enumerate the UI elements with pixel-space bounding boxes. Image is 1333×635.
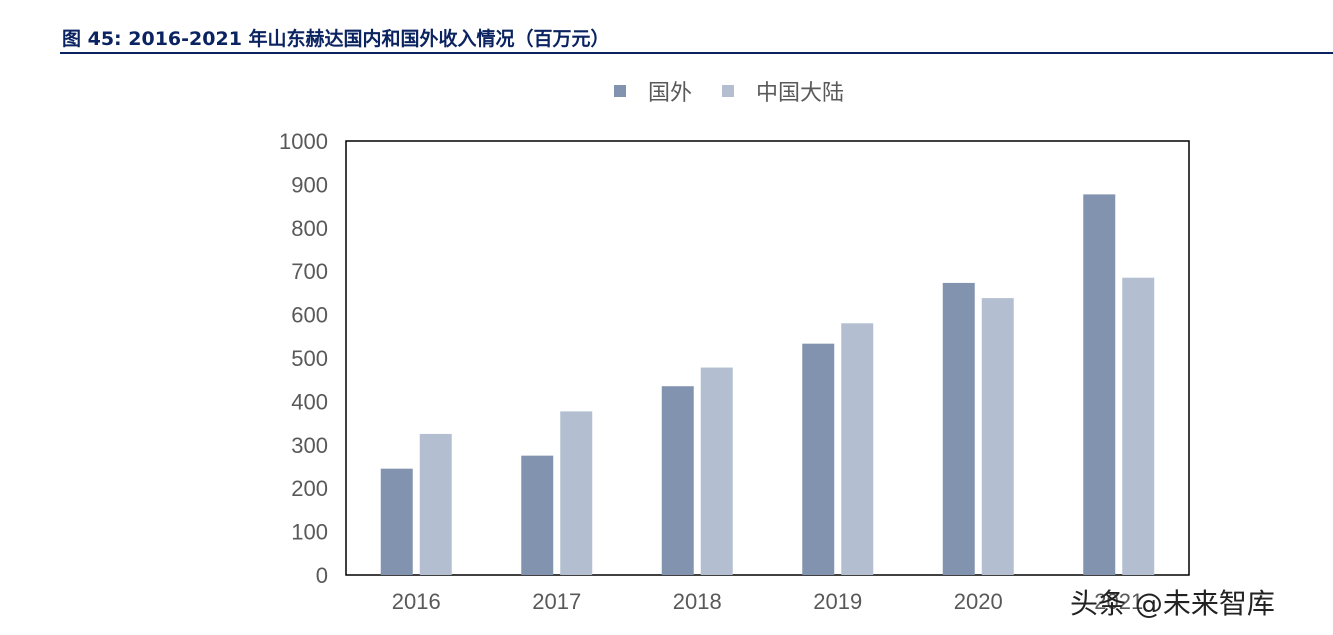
y-tick-label: 600 <box>291 303 328 328</box>
bar-2019-series-0 <box>802 343 835 575</box>
y-tick-label: 1000 <box>279 129 328 154</box>
bar-2020-series-0 <box>942 282 975 575</box>
legend-label-series-1: 中国大陆 <box>756 81 845 106</box>
legend-item-series-1: 中国大陆 <box>722 75 844 107</box>
bar-2019-series-1 <box>841 323 874 575</box>
y-tick-label: 500 <box>291 346 328 371</box>
legend-item-series-0: 国外 <box>614 75 692 107</box>
legend-label-series-0: 国外 <box>648 81 693 106</box>
bar-2017-series-1 <box>560 411 593 575</box>
y-tick-label: 900 <box>291 172 328 197</box>
x-tick-label: 2019 <box>813 589 862 614</box>
y-tick-label: 0 <box>316 563 328 588</box>
x-tick-label: 2017 <box>532 589 581 614</box>
bars <box>380 194 1155 575</box>
bar-2020-series-1 <box>981 298 1014 575</box>
legend-swatch-series-0 <box>614 85 626 97</box>
bar-2018-series-0 <box>661 386 694 575</box>
x-tick-label: 2016 <box>392 589 441 614</box>
watermark: 头条 @未来智库 <box>1070 587 1275 620</box>
x-tick-label: 2021 <box>1094 589 1143 614</box>
y-tick-label: 200 <box>291 476 328 501</box>
y-tick-label: 800 <box>291 216 328 241</box>
bar-2016-series-1 <box>419 433 452 575</box>
bar-2018-series-1 <box>700 367 733 575</box>
chart-legend: 国外 中国大陆 <box>614 76 874 106</box>
bar-2021-series-0 <box>1083 194 1116 575</box>
y-tick-label: 100 <box>291 520 328 545</box>
x-tick-label: 2020 <box>954 589 1003 614</box>
figure-title: 图 45: 2016-2021 年山东赫达国内和国外收入情况（百万元） <box>62 28 610 50</box>
bar-2016-series-0 <box>380 468 413 575</box>
bar-2017-series-0 <box>521 455 554 575</box>
y-tick-label: 400 <box>291 389 328 414</box>
y-tick-label: 300 <box>291 433 328 458</box>
bar-2021-series-1 <box>1122 277 1155 575</box>
title-divider <box>60 52 1333 54</box>
y-tick-label: 700 <box>291 259 328 284</box>
legend-swatch-series-1 <box>722 85 735 97</box>
x-tick-label: 2018 <box>673 589 722 614</box>
x-axis: 2016 2017 2018 2019 2020 2021 <box>392 589 1143 614</box>
plot-frame <box>345 140 1190 576</box>
y-axis: 0 100 200 300 400 500 600 700 800 900 1000 <box>279 129 328 588</box>
